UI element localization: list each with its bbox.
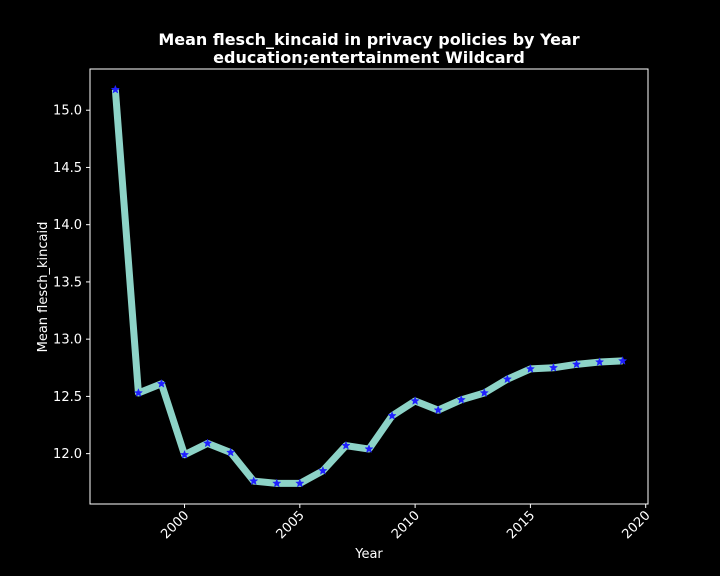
data-point-marker (456, 394, 466, 404)
data-point-marker (156, 378, 167, 388)
y-tick-label: 12.5 (53, 390, 82, 405)
y-tick-label: 14.5 (53, 161, 82, 176)
data-point-marker (202, 438, 213, 448)
y-tick-label: 13.0 (53, 333, 82, 348)
plot-frame (89, 68, 649, 505)
x-axis-ticks: 2000 2005 2010 2015 2020 (158, 504, 654, 542)
x-tick-label: 2015 (504, 508, 538, 542)
y-axis-label: Mean flesch_kincaid (36, 222, 51, 353)
data-point-marker (410, 396, 420, 405)
y-tick-label: 14.0 (53, 218, 82, 233)
x-tick-label: 2005 (274, 508, 308, 542)
data-point-marker (387, 410, 397, 420)
data-point-marker (133, 388, 144, 397)
series-group (110, 84, 628, 488)
x-axis-label: Year (354, 547, 383, 562)
y-tick-label: 12.0 (53, 447, 82, 462)
x-tick-label: 2010 (389, 508, 423, 542)
data-point-marker (479, 388, 489, 397)
data-point-marker (617, 356, 628, 365)
chart-subtitle: education;entertainment Wildcard (213, 48, 525, 67)
data-point-marker (272, 478, 282, 488)
data-point-marker (525, 364, 536, 373)
data-point-marker (318, 465, 328, 475)
data-point-marker (502, 374, 513, 384)
data-point-marker (571, 359, 582, 369)
y-tick-label: 13.5 (53, 275, 82, 290)
data-point-marker (110, 84, 121, 94)
y-axis-ticks: 12.0 12.5 13.0 13.5 14.0 14.5 15.0 (53, 104, 90, 462)
series-line (111, 89, 623, 487)
data-point-marker (295, 478, 305, 488)
data-point-marker (341, 440, 351, 450)
y-tick-label: 15.0 (53, 104, 82, 119)
data-point-marker (594, 357, 605, 367)
data-point-marker (364, 444, 374, 454)
data-point-marker (225, 447, 236, 457)
x-tick-label: 2000 (158, 508, 192, 542)
x-tick-label: 2020 (620, 508, 654, 542)
data-point-marker (548, 362, 559, 372)
data-point-marker (433, 405, 443, 415)
data-point-marker (179, 449, 190, 459)
data-point-marker (249, 476, 259, 486)
chart-title: Mean flesch_kincaid in privacy policies … (158, 30, 579, 49)
